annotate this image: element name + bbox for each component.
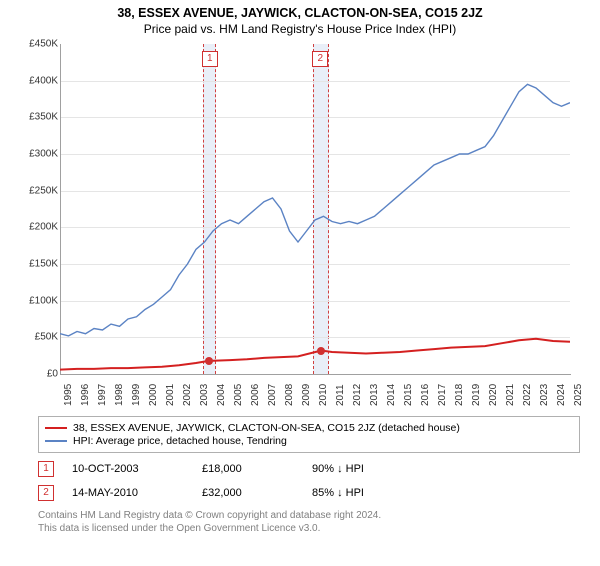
legend-swatch <box>45 440 67 442</box>
x-axis-label: 2000 <box>148 384 159 406</box>
x-axis-label: 2015 <box>403 384 414 406</box>
y-axis-label: £400K <box>18 75 58 86</box>
legend-label: 38, ESSEX AVENUE, JAYWICK, CLACTON-ON-SE… <box>73 422 460 434</box>
x-axis-label: 1996 <box>80 384 91 406</box>
transaction-marker-box: 1 <box>202 51 218 67</box>
x-axis-label: 2024 <box>556 384 567 406</box>
x-axis-label: 2025 <box>573 384 584 406</box>
x-axis-label: 2008 <box>284 384 295 406</box>
x-axis-label: 2022 <box>522 384 533 406</box>
x-axis-label: 1999 <box>131 384 142 406</box>
x-axis-label: 2016 <box>420 384 431 406</box>
x-axis-label: 2019 <box>471 384 482 406</box>
transaction-row: 1 10-OCT-2003£18,00090% ↓ HPI <box>38 461 580 477</box>
y-axis-label: £450K <box>18 39 58 50</box>
y-axis-label: £100K <box>18 295 58 306</box>
legend-row: HPI: Average price, detached house, Tend… <box>45 435 573 447</box>
chart-lines <box>60 44 570 374</box>
chart-legend: 38, ESSEX AVENUE, JAYWICK, CLACTON-ON-SE… <box>38 416 580 453</box>
footer-attribution: Contains HM Land Registry data © Crown c… <box>38 509 580 535</box>
y-axis-label: £300K <box>18 149 58 160</box>
legend-label: HPI: Average price, detached house, Tend… <box>73 435 287 447</box>
chart-title-subtitle: Price paid vs. HM Land Registry's House … <box>0 22 600 36</box>
transaction-row: 2 14-MAY-2010£32,00085% ↓ HPI <box>38 485 580 501</box>
x-axis-label: 2021 <box>505 384 516 406</box>
transaction-marker-box: 2 <box>312 51 328 67</box>
x-axis-label: 2003 <box>199 384 210 406</box>
x-axis-label: 2001 <box>165 384 176 406</box>
legend-swatch <box>45 427 67 429</box>
transaction-price: £32,000 <box>202 487 312 499</box>
transaction-pct: 85% ↓ HPI <box>312 487 364 499</box>
x-axis-label: 2014 <box>386 384 397 406</box>
transaction-price: £18,000 <box>202 463 312 475</box>
transaction-number-box: 2 <box>38 485 54 501</box>
x-axis-label: 2002 <box>182 384 193 406</box>
chart-area: £0 £50K £100K £150K £200K £250K £300K £350K £400… <box>18 40 578 410</box>
footer-line2: This data is licensed under the Open Gov… <box>38 522 580 535</box>
transaction-pct: 90% ↓ HPI <box>312 463 364 475</box>
transaction-number-box: 1 <box>38 461 54 477</box>
legend-row: 38, ESSEX AVENUE, JAYWICK, CLACTON-ON-SE… <box>45 422 573 434</box>
y-axis-label: £350K <box>18 112 58 123</box>
y-axis-label: £0 <box>18 369 58 380</box>
x-axis-label: 2018 <box>454 384 465 406</box>
x-axis-label: 2017 <box>437 384 448 406</box>
y-axis-label: £200K <box>18 222 58 233</box>
y-axis-label: £150K <box>18 259 58 270</box>
x-axis-label: 2006 <box>250 384 261 406</box>
x-axis-label: 2013 <box>369 384 380 406</box>
y-axis-label: £50K <box>18 332 58 343</box>
transaction-marker-dot <box>317 347 325 355</box>
transaction-marker-dot <box>205 357 213 365</box>
line-property <box>60 339 570 370</box>
x-axis-label: 2005 <box>233 384 244 406</box>
footer-line1: Contains HM Land Registry data © Crown c… <box>38 509 580 522</box>
y-axis-label: £250K <box>18 185 58 196</box>
x-axis-label: 2023 <box>539 384 550 406</box>
transaction-date: 10-OCT-2003 <box>72 463 202 475</box>
x-axis-label: 2012 <box>352 384 363 406</box>
x-axis-label: 2009 <box>301 384 312 406</box>
x-axis-label: 2004 <box>216 384 227 406</box>
x-axis-label: 1998 <box>114 384 125 406</box>
x-axis-label: 1997 <box>97 384 108 406</box>
x-axis-label: 2010 <box>318 384 329 406</box>
x-axis-label: 1995 <box>63 384 74 406</box>
x-axis-label: 2007 <box>267 384 278 406</box>
line-hpi <box>60 84 570 336</box>
x-axis-label: 2020 <box>488 384 499 406</box>
transaction-date: 14-MAY-2010 <box>72 487 202 499</box>
x-axis-label: 2011 <box>335 384 346 406</box>
chart-title-address: 38, ESSEX AVENUE, JAYWICK, CLACTON-ON-SE… <box>0 6 600 20</box>
